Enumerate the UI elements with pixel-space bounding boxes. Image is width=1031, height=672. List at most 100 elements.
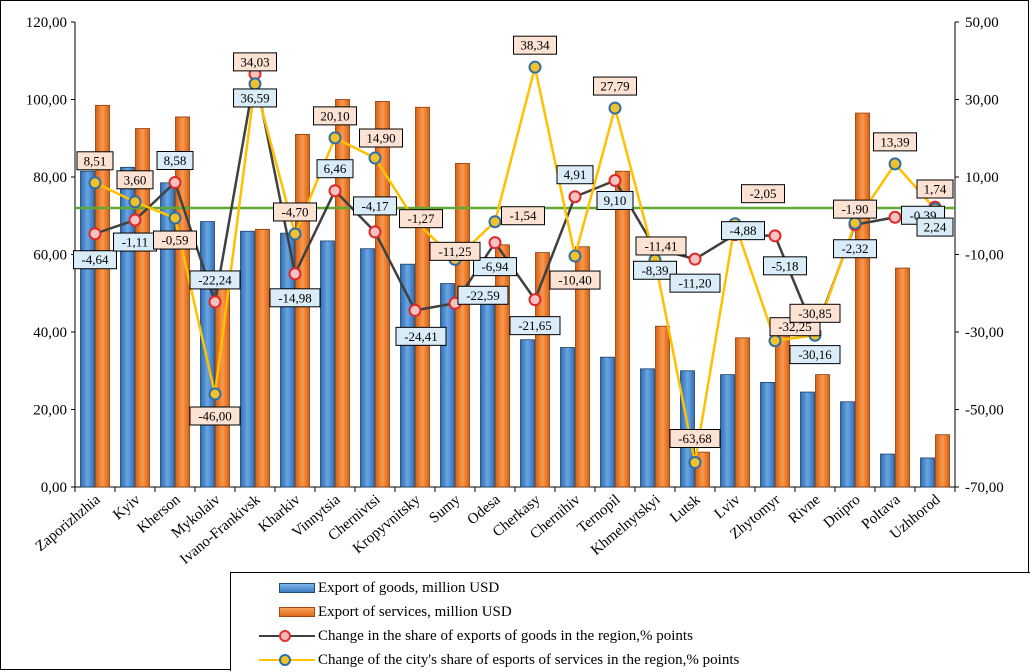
bar-goods bbox=[800, 391, 815, 488]
point-services-change bbox=[768, 334, 782, 348]
legend-label-services: Export of services, million USD bbox=[318, 603, 512, 620]
data-label-services-change: -11,25 bbox=[438, 244, 471, 259]
data-label-goods-change-box bbox=[316, 159, 354, 179]
data-label-services-change: -1,90 bbox=[841, 202, 868, 217]
data-label-services-change-box bbox=[313, 106, 357, 126]
y-left-tick-label: 40,00 bbox=[33, 325, 67, 341]
y-left-tick-label: 100,00 bbox=[26, 93, 67, 109]
point-services-change bbox=[848, 216, 862, 230]
data-label-services-change: -1,27 bbox=[407, 211, 435, 226]
point-goods-change bbox=[688, 252, 702, 266]
legend-swatch-services-change bbox=[259, 653, 315, 667]
bar-goods bbox=[80, 170, 95, 488]
data-label-goods-change-box bbox=[833, 239, 877, 259]
data-label-goods-change: 4,91 bbox=[564, 167, 587, 182]
bar-services bbox=[815, 374, 830, 488]
data-label-services-change-box bbox=[76, 151, 114, 171]
bar-services bbox=[295, 133, 310, 488]
bar-goods bbox=[320, 240, 335, 488]
bar-services bbox=[95, 104, 110, 488]
data-label-goods-change-box bbox=[763, 256, 807, 276]
data-label-services-change: 14,90 bbox=[366, 131, 395, 146]
data-label-services-change: 3,60 bbox=[124, 172, 147, 187]
x-category-label: Lutsk bbox=[667, 491, 704, 526]
y-right-tick-label: -70,00 bbox=[965, 480, 1004, 496]
y-right-tick-label: -30,00 bbox=[965, 325, 1004, 341]
point-services-change bbox=[328, 131, 342, 145]
data-label-goods-change: -8,39 bbox=[641, 263, 668, 278]
point-services-change bbox=[568, 249, 582, 263]
bar-services bbox=[895, 267, 910, 488]
data-label-goods-change-box bbox=[556, 165, 594, 185]
data-label-goods-change-box bbox=[509, 316, 561, 336]
bar-services bbox=[255, 228, 270, 488]
data-label-services-change: -4,70 bbox=[281, 204, 308, 219]
point-goods-change bbox=[568, 190, 582, 204]
point-services-change bbox=[248, 77, 262, 91]
data-label-goods-change: 6,46 bbox=[324, 161, 347, 176]
point-goods-change bbox=[768, 229, 782, 243]
data-label-goods-change-box bbox=[395, 326, 447, 346]
x-category-label: Dnipro bbox=[821, 492, 864, 532]
y-left-tick-label: 80,00 bbox=[33, 170, 67, 186]
data-label-goods-change: -24,41 bbox=[404, 329, 438, 344]
data-label-services-change: 1,74 bbox=[924, 182, 947, 197]
y-left-tick-label: 60,00 bbox=[33, 248, 67, 264]
data-label-goods-change: -4,17 bbox=[361, 198, 389, 213]
data-label-services-change-box bbox=[873, 132, 917, 152]
data-label-goods-change-box bbox=[916, 217, 954, 237]
x-category-label: Lviv bbox=[712, 491, 744, 522]
legend-item-goods-change: Change in the share of exports of goods … bbox=[259, 626, 693, 646]
bar-goods bbox=[560, 347, 575, 488]
data-label-services-change-box bbox=[233, 52, 277, 72]
data-label-services-change-box bbox=[513, 35, 557, 55]
data-label-goods-change-box bbox=[596, 190, 634, 210]
data-label-goods-change-box bbox=[669, 273, 721, 293]
bar-services bbox=[735, 337, 750, 488]
data-label-services-change-box bbox=[153, 230, 197, 250]
y-left-tick-label: 120,00 bbox=[26, 15, 67, 31]
data-label-goods-change: -5,18 bbox=[771, 258, 798, 273]
legend-label-goods-change: Change in the share of exports of goods … bbox=[318, 627, 693, 644]
x-category-label: Sumy bbox=[426, 491, 463, 526]
y-right-tick-label: -50,00 bbox=[965, 403, 1004, 419]
legend-item-services-change: Change of the city's share of esports of… bbox=[259, 650, 739, 670]
data-label-services-change-box bbox=[669, 429, 721, 449]
data-label-services-change-box bbox=[741, 184, 785, 204]
point-services-change bbox=[488, 215, 502, 229]
legend-swatch-goods-change bbox=[259, 629, 315, 643]
bar-goods bbox=[640, 368, 655, 488]
point-services-change bbox=[688, 456, 702, 470]
data-label-goods-change: -14,98 bbox=[278, 290, 312, 305]
point-services-change bbox=[528, 60, 542, 74]
data-label-services-change-box bbox=[635, 236, 687, 256]
data-label-services-change: 13,39 bbox=[880, 134, 909, 149]
point-goods-change bbox=[608, 173, 622, 187]
data-label-services-change: 8,51 bbox=[84, 153, 107, 168]
point-goods-change bbox=[168, 176, 182, 190]
point-goods-change bbox=[408, 303, 422, 317]
data-label-services-change-box bbox=[593, 76, 637, 96]
bar-services bbox=[495, 244, 510, 488]
data-label-goods-change-box bbox=[189, 270, 241, 290]
bar-goods bbox=[520, 339, 535, 488]
data-label-goods-change: -1,11 bbox=[122, 235, 149, 250]
data-label-services-change: -30,85 bbox=[798, 306, 832, 321]
y-right-tick-label: -10,00 bbox=[965, 248, 1004, 264]
legend-item-goods: Export of goods, million USD bbox=[259, 578, 499, 598]
data-label-services-change-box bbox=[116, 170, 154, 190]
bar-goods bbox=[360, 248, 375, 488]
bar-services bbox=[415, 106, 430, 488]
bar-services bbox=[655, 325, 670, 488]
data-label-services-change: 27,79 bbox=[600, 79, 629, 94]
y-right-tick-label: 30,00 bbox=[965, 93, 999, 109]
data-label-goods-change-box bbox=[353, 196, 397, 216]
legend-label-goods: Export of goods, million USD bbox=[318, 579, 500, 596]
data-label-goods-change-box bbox=[633, 260, 677, 280]
bar-goods bbox=[400, 263, 415, 488]
data-label-goods-change: -4,88 bbox=[729, 223, 756, 238]
data-label-goods-change: -2,32 bbox=[841, 241, 868, 256]
point-goods-change bbox=[888, 210, 902, 224]
bar-goods bbox=[840, 401, 855, 488]
data-label-goods-change: 8,58 bbox=[164, 153, 187, 168]
